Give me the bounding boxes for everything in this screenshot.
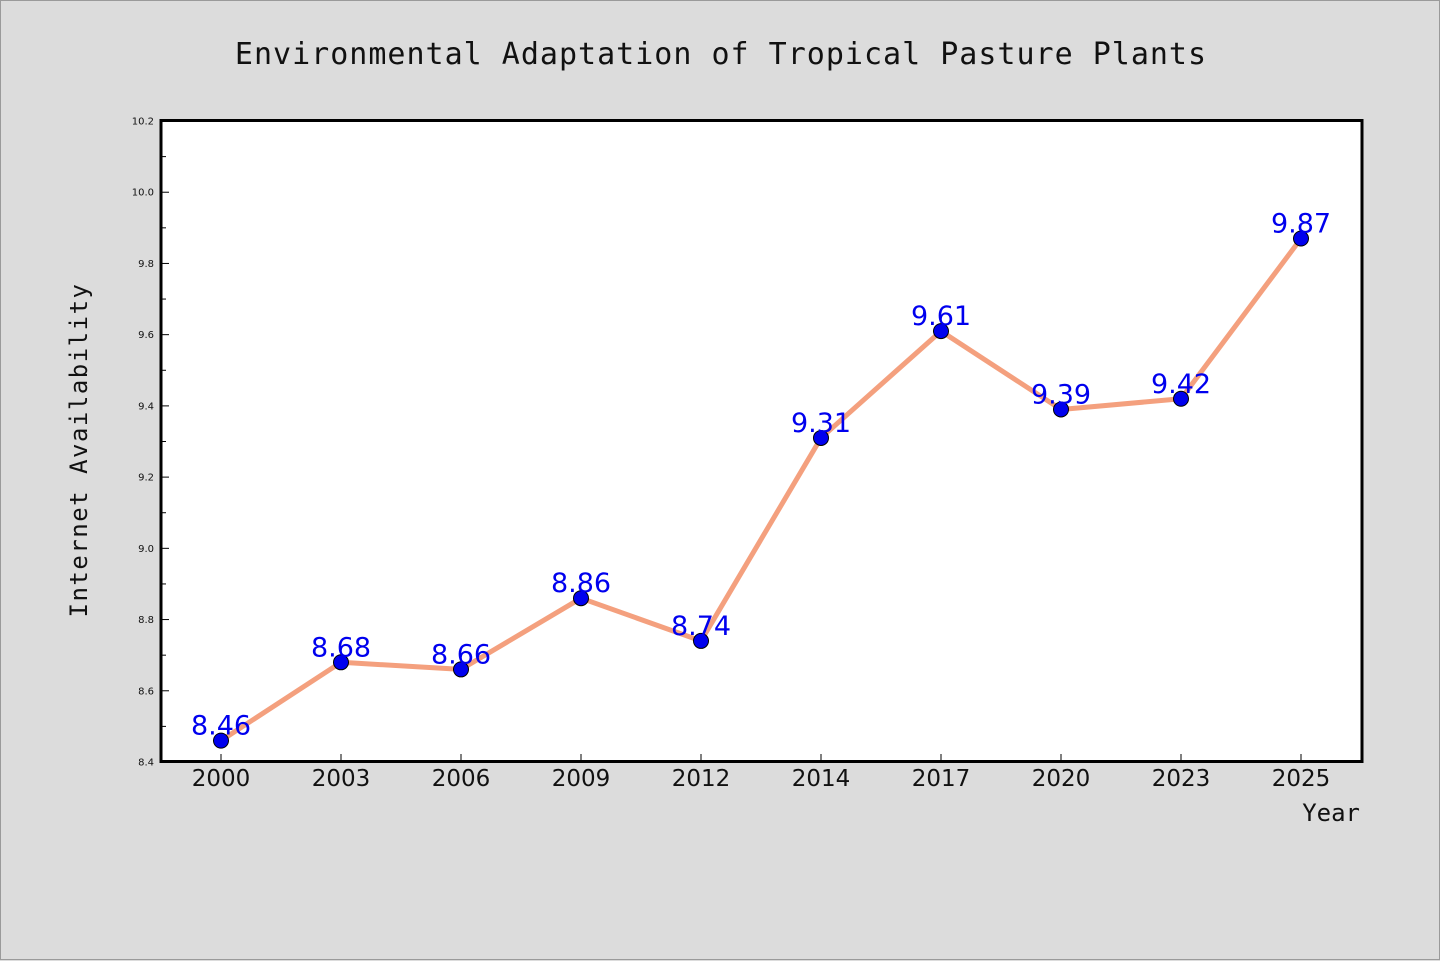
data-point-marker	[1173, 390, 1189, 407]
data-point-marker	[693, 632, 709, 649]
data-point-marker	[813, 429, 829, 446]
data-label: 9.42	[1151, 369, 1211, 400]
x-tick-label: 2020	[1032, 766, 1091, 792]
y-tick-label: 9.0	[138, 544, 154, 555]
y-tick-label: 8.6	[138, 686, 154, 697]
chart-title: Environmental Adaptation of Tropical Pas…	[235, 37, 1207, 72]
series-line	[218, 236, 1304, 744]
data-point-marker	[1293, 230, 1309, 247]
y-tick-label: 8.8	[138, 615, 154, 626]
data-point-marker	[213, 732, 229, 749]
series-markers	[213, 230, 1309, 749]
y-tick-label: 9.4	[138, 401, 154, 412]
x-tick-label: 2006	[432, 766, 491, 792]
data-point-marker	[1053, 401, 1069, 418]
x-tick-label: 2023	[1152, 766, 1211, 792]
data-label: 8.86	[551, 568, 611, 599]
data-point-marker	[333, 654, 349, 671]
y-axis-label: Internet Availability	[65, 283, 93, 618]
data-label: 9.39	[1031, 379, 1091, 410]
data-label: 9.87	[1271, 209, 1331, 240]
x-tick-label: 2000	[192, 766, 251, 792]
y-axis-ticks: 8.4 8.6 8.8 9.0 9.2 9.4 9.6 9.8 10.0 10.2	[132, 117, 169, 769]
x-tick-label: 2009	[552, 766, 611, 792]
plot-area	[159, 119, 1364, 763]
x-axis-ticks: 2000 2003 2006 2009 2012 2014 2017 2020 2023 2025	[192, 754, 1331, 792]
y-tick-label: 9.8	[138, 259, 154, 270]
y-tick-label: 10.0	[132, 188, 154, 199]
y-tick-label: 9.2	[138, 473, 154, 484]
x-tick-label: 2012	[672, 766, 731, 792]
y-tick-label: 10.2	[132, 117, 154, 128]
data-label: 9.61	[911, 301, 971, 332]
data-label: 8.46	[191, 711, 251, 742]
data-labels: 8.46 8.68 8.66 8.86 8.74 9.31 9.61 9.39 9.42 9.87	[191, 209, 1331, 742]
data-point-marker	[453, 661, 469, 678]
data-label: 9.31	[791, 408, 851, 439]
data-label: 8.66	[431, 639, 491, 670]
y-tick-label: 8.4	[138, 758, 154, 769]
data-point-marker	[933, 323, 949, 340]
x-tick-label: 2017	[912, 766, 971, 792]
y-tick-label: 9.6	[138, 330, 154, 341]
data-label: 8.74	[671, 611, 731, 642]
data-label: 8.68	[311, 632, 371, 663]
x-tick-label: 2003	[312, 766, 371, 792]
x-axis-label: Year	[1302, 799, 1360, 827]
x-tick-label: 2014	[792, 766, 851, 792]
data-point-marker	[573, 590, 589, 607]
x-tick-label: 2025	[1272, 766, 1331, 792]
